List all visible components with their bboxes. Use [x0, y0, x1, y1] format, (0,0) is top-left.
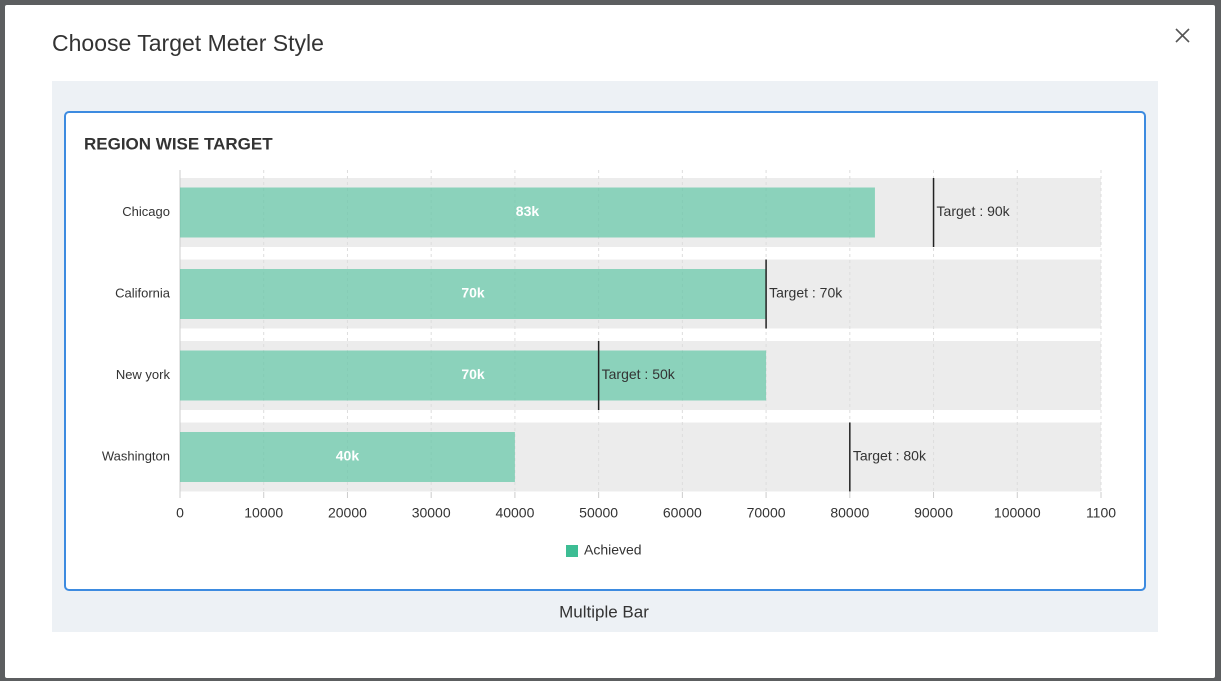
close-icon[interactable] — [1175, 28, 1190, 43]
x-tick-label: 0 — [176, 505, 184, 521]
x-tick-label: 40000 — [495, 505, 534, 521]
target-label: Target : 50k — [602, 366, 676, 382]
y-tick-label: Chicago — [122, 204, 170, 219]
x-tick-label: 70000 — [747, 505, 786, 521]
x-tick-label: 100000 — [994, 505, 1041, 521]
bar-value-label: 40k — [336, 448, 360, 464]
x-tick-label: 20000 — [328, 505, 367, 521]
bar-value-label: 83k — [516, 203, 540, 219]
target-label: Target : 80k — [853, 448, 927, 464]
bar-value-label: 70k — [461, 366, 485, 382]
y-tick-label: New york — [116, 367, 171, 382]
x-tick-label: 80000 — [830, 505, 869, 521]
x-tick-label: 50000 — [579, 505, 618, 521]
bar — [180, 432, 515, 482]
bar-value-label: 70k — [461, 285, 485, 301]
bar — [180, 269, 767, 319]
chart-title: REGION WISE TARGET — [84, 134, 273, 153]
legend-label: Achieved — [584, 542, 642, 558]
close-button[interactable] — [1175, 28, 1190, 43]
x-tick-label: 1100 — [1086, 505, 1116, 521]
target-label: Target : 90k — [937, 203, 1011, 219]
modal-title: Choose Target Meter Style — [52, 30, 324, 56]
target-label: Target : 70k — [769, 285, 843, 301]
y-tick-label: Washington — [102, 448, 170, 463]
bar — [180, 350, 767, 401]
legend-swatch — [566, 545, 578, 557]
caption: Multiple Bar — [559, 602, 649, 621]
y-tick-label: California — [115, 285, 171, 300]
x-tick-label: 60000 — [663, 505, 702, 521]
x-tick-label: 30000 — [412, 505, 451, 521]
x-tick-label: 10000 — [244, 505, 283, 521]
bar — [180, 187, 875, 238]
x-tick-label: 90000 — [914, 505, 953, 521]
